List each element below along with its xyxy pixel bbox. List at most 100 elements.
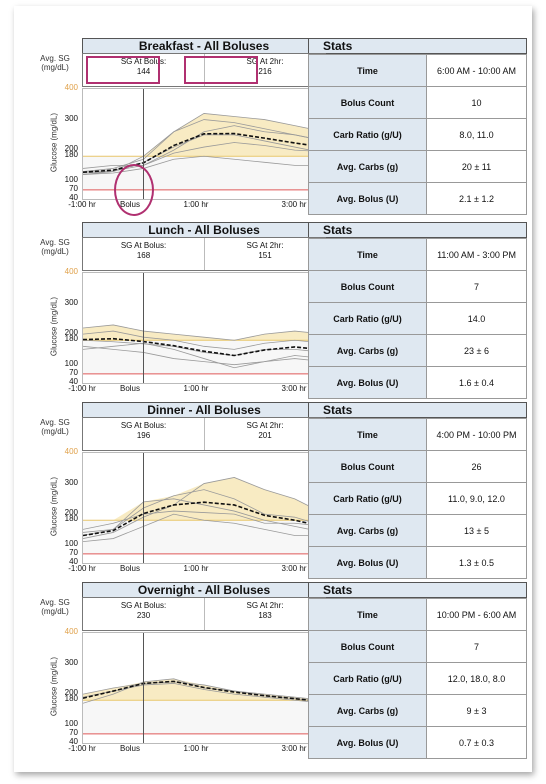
median-trace [82, 132, 326, 174]
glucose-trace [82, 342, 326, 369]
x-tick-label: 1:00 hr [183, 564, 209, 573]
sg-at-bolus: SG At Bolus: 144 [83, 54, 204, 86]
x-tick-label: Bolus [119, 384, 140, 393]
stats-row: Time 4:00 PM - 10:00 PM [308, 418, 527, 451]
x-tick-label: Bolus [119, 744, 140, 753]
stats-row: Avg. Carbs (g) 23 ± 6 [308, 334, 527, 367]
x-tick-label: -1:00 hr [68, 564, 96, 573]
stats-row: Avg. Bolus (U) 2.1 ± 1.2 [308, 182, 527, 215]
y-tick-label: 40 [69, 557, 78, 566]
sg-summary-box: SG At Bolus: 196 SG At 2hr: 201 [82, 417, 326, 451]
median-trace [82, 337, 326, 357]
glucose-trace [82, 498, 326, 533]
sg-at-2hr-label: SG At 2hr: [246, 421, 284, 430]
x-tick-label: 3:00 hr [281, 200, 307, 209]
stats-row: Bolus Count 7 [308, 630, 527, 663]
sg-at-2hr-value: 216 [258, 67, 272, 76]
stat-label: Bolus Count [308, 630, 427, 663]
target-range-band [83, 520, 325, 554]
y-tick-label: 100 [64, 718, 78, 728]
y-tick-label: 40 [69, 737, 78, 746]
avg-sg-label: Avg. SG (mg/dL) [40, 418, 70, 436]
x-tick-label: -1:00 hr [68, 384, 96, 393]
y-tick-label: 200 [64, 688, 78, 698]
stat-value: 26 [426, 450, 527, 483]
stats-row: Carb Ratio (g/U) 8.0, 11.0 [308, 118, 527, 151]
y-tick-label: 70 [69, 367, 78, 377]
meal-panel: Lunch - All Boluses Stats Avg. SG (mg/dL… [30, 222, 527, 399]
glucose-trace [82, 345, 326, 366]
stat-label: Avg. Bolus (U) [308, 366, 427, 399]
y-tick-label: 100 [64, 174, 78, 184]
x-tick-label: 1:00 hr [183, 744, 209, 753]
y-tick-label: 100 [64, 538, 78, 548]
glucose-plot [82, 452, 326, 564]
stat-value: 11.0, 9.0, 12.0 [426, 482, 527, 515]
sg-at-bolus-value: 196 [136, 431, 151, 440]
stat-label: Bolus Count [308, 270, 427, 303]
target-range-band [83, 700, 325, 734]
stats-title: Stats [308, 222, 527, 238]
stats-title: Stats [308, 582, 527, 598]
sg-at-bolus-label: SG At Bolus: [120, 241, 167, 250]
x-tick-label: 3:00 hr [281, 744, 307, 753]
meal-panel: Dinner - All Boluses Stats Avg. SG (mg/d… [30, 402, 527, 579]
y-tick-label: 400 [64, 83, 78, 92]
stats-table: Time 10:00 PM - 6:00 AM Bolus Count 7 Carb… [308, 598, 527, 759]
sg-at-2hr-label: SG At 2hr: [246, 57, 284, 66]
target-range-band [83, 340, 325, 374]
y-tick-label: 300 [64, 657, 78, 667]
x-tick-label: 3:00 hr [281, 384, 307, 393]
highlight-box [86, 56, 160, 84]
x-tick-label: 1:00 hr [183, 200, 209, 209]
stat-value: 20 ± 11 [426, 150, 527, 183]
y-tick-label: 300 [64, 477, 78, 487]
stats-row: Avg. Carbs (g) 20 ± 11 [308, 150, 527, 183]
stat-value: 4:00 PM - 10:00 PM [426, 418, 527, 451]
sg-at-bolus-label: SG At Bolus: [120, 421, 167, 430]
stat-value: 8.0, 11.0 [426, 118, 527, 151]
stats-row: Bolus Count 10 [308, 86, 527, 119]
glucose-trace [82, 683, 326, 704]
y-tick-label: 180 [64, 694, 78, 704]
y-tick-label: 200 [64, 144, 78, 154]
x-tick-label: Bolus [119, 564, 140, 573]
y-tick-label: 200 [64, 508, 78, 518]
sg-at-bolus-value: 144 [136, 67, 151, 76]
sg-at-2hr: SG At 2hr: 201 [204, 418, 325, 450]
stat-label: Carb Ratio (g/U) [308, 662, 427, 695]
y-tick-label: 300 [64, 297, 78, 307]
x-tick-label: -1:00 hr [68, 744, 96, 753]
median-trace [82, 501, 326, 537]
y-tick-label: 400 [64, 627, 78, 636]
stat-value: 0.7 ± 0.3 [426, 726, 527, 759]
stat-label: Carb Ratio (g/U) [308, 482, 427, 515]
stats-table: Time 11:00 AM - 3:00 PM Bolus Count 7 Carb… [308, 238, 527, 399]
stat-label: Time [308, 54, 427, 87]
glucose-chart [82, 273, 326, 383]
stat-label: Time [308, 598, 427, 631]
stat-value: 7 [426, 270, 527, 303]
stat-value: 1.3 ± 0.5 [426, 546, 527, 579]
sg-at-bolus: SG At Bolus: 168 [83, 238, 204, 270]
stat-label: Avg. Carbs (g) [308, 334, 427, 367]
stat-label: Avg. Carbs (g) [308, 150, 427, 183]
avg-sg-label: Avg. SG (mg/dL) [40, 54, 70, 72]
stat-value: 10:00 PM - 6:00 AM [426, 598, 527, 631]
sg-summary-box: SG At Bolus: 230 SG At 2hr: 183 [82, 597, 326, 631]
stats-row: Bolus Count 26 [308, 450, 527, 483]
stats-title: Stats [308, 402, 527, 418]
sg-summary-box: SG At Bolus: 144 SG At 2hr: 216 [82, 53, 326, 87]
stats-row: Carb Ratio (g/U) 11.0, 9.0, 12.0 [308, 482, 527, 515]
x-tick-label: 1:00 hr [183, 384, 209, 393]
sg-at-bolus: SG At Bolus: 196 [83, 418, 204, 450]
stat-value: 23 ± 6 [426, 334, 527, 367]
glucose-trace [82, 113, 326, 172]
stat-label: Avg. Bolus (U) [308, 546, 427, 579]
stat-label: Avg. Bolus (U) [308, 182, 427, 215]
stats-row: Avg. Carbs (g) 13 ± 5 [308, 514, 527, 547]
stat-label: Avg. Carbs (g) [308, 514, 427, 547]
glucose-chart [82, 453, 326, 563]
x-tick-label: -1:00 hr [68, 200, 96, 209]
sg-at-bolus-label: SG At Bolus: [120, 601, 167, 610]
